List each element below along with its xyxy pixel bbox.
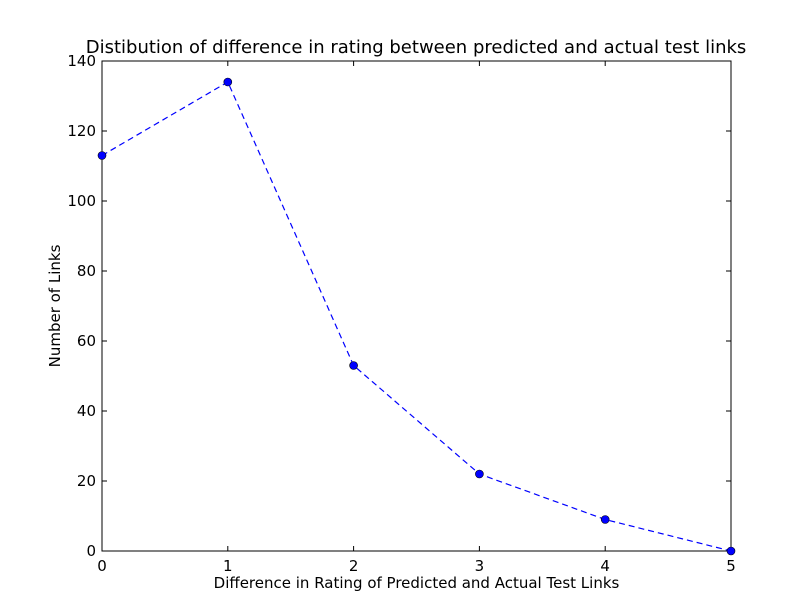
data-point bbox=[726, 546, 736, 556]
y-tick-label: 100 bbox=[67, 192, 96, 210]
plot-frame bbox=[101, 60, 732, 552]
y-tick-label: 20 bbox=[77, 472, 96, 490]
x-tick-label: 0 bbox=[97, 557, 107, 575]
x-axis-label: Difference in Rating of Predicted and Ac… bbox=[214, 574, 620, 592]
data-point bbox=[223, 77, 233, 87]
x-tick-label: 1 bbox=[223, 557, 233, 575]
data-point bbox=[97, 151, 107, 160]
y-tick-label: 120 bbox=[67, 122, 96, 140]
x-tick-label: 3 bbox=[475, 557, 485, 575]
x-tick-label: 4 bbox=[600, 557, 610, 575]
x-tick-label: 2 bbox=[349, 557, 359, 575]
y-tick-label: 140 bbox=[67, 52, 96, 70]
y-axis-label: Number of Links bbox=[46, 244, 64, 367]
x-tick-label: 5 bbox=[726, 557, 736, 575]
data-point bbox=[600, 515, 610, 524]
y-tick-label: 0 bbox=[86, 542, 96, 560]
series-line bbox=[101, 81, 732, 552]
y-tick-label: 80 bbox=[77, 262, 96, 280]
y-tick-label: 60 bbox=[77, 332, 96, 350]
chart-title: Distibution of difference in rating betw… bbox=[86, 37, 747, 58]
data-point bbox=[475, 469, 484, 479]
y-tick-label: 40 bbox=[77, 402, 96, 420]
data-point bbox=[349, 361, 358, 370]
